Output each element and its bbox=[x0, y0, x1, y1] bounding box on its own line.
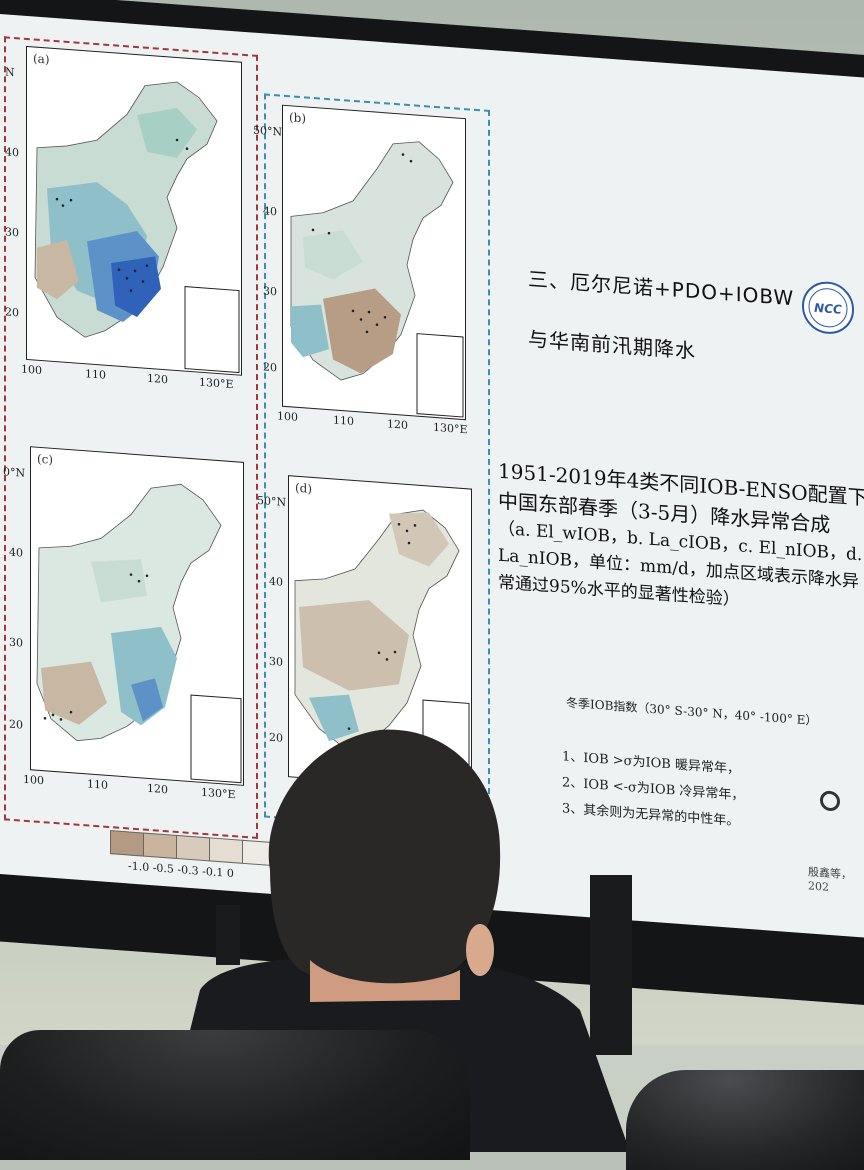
tv-stand-right bbox=[590, 875, 632, 1055]
y-tick-label: 20 bbox=[263, 360, 277, 375]
y-tick-label: 30 bbox=[263, 284, 277, 299]
x-tick-label: 120 bbox=[147, 371, 168, 387]
panel-label: (d) bbox=[295, 480, 313, 496]
y-tick-label: N bbox=[5, 65, 15, 80]
x-tick-label: 110 bbox=[333, 413, 354, 428]
china-precip-map-b bbox=[290, 141, 464, 418]
china-precip-map-c bbox=[36, 483, 242, 784]
ncc-logo-icon: NCC bbox=[802, 281, 854, 334]
y-tick-label: 0°N bbox=[3, 465, 26, 480]
svg-text:NCC: NCC bbox=[814, 301, 842, 317]
office-chair-left bbox=[0, 1030, 470, 1160]
panel-label: (a) bbox=[33, 51, 50, 67]
china-precip-map-a bbox=[34, 81, 240, 374]
y-tick-label: 30 bbox=[9, 635, 23, 650]
map-panel-a: (a) N 40 30 20 100 110 120 130°E bbox=[5, 45, 242, 391]
y-tick-label: 20 bbox=[9, 717, 23, 732]
x-tick-label: 120 bbox=[387, 417, 408, 432]
person-back-of-head bbox=[160, 729, 630, 1152]
y-tick-label: 30 bbox=[5, 225, 19, 240]
y-tick-label: 20 bbox=[5, 305, 19, 320]
presentation-screen: (a) N 40 30 20 100 110 120 130°E (b) bbox=[0, 14, 864, 938]
legend-swatch bbox=[110, 830, 144, 857]
x-tick-label: 100 bbox=[21, 362, 42, 378]
figure-caption: 1951-2019年4类不同IOB-ENSO配置下中国东部春季（3-5月）降水异… bbox=[498, 456, 864, 624]
x-tick-label: 130°E bbox=[199, 375, 234, 392]
y-tick-label: 40 bbox=[9, 545, 23, 560]
y-tick-label: 40 bbox=[263, 204, 277, 219]
map-panel-d: (d) 50°N 40 30 20 bbox=[257, 475, 472, 791]
map-panel-b: (b) 50°N 40 30 20 100 110 120 130°E bbox=[253, 104, 468, 436]
x-tick-label: 130°E bbox=[433, 420, 468, 437]
panel-label: (b) bbox=[289, 110, 307, 126]
slide-subtitle: 与华南前汛期降水 bbox=[528, 326, 696, 364]
pointer-circle-icon bbox=[820, 790, 840, 812]
y-tick-label: 50°N bbox=[257, 493, 287, 510]
y-tick-label: 50°N bbox=[253, 123, 283, 139]
slide-title: 三、厄尔尼诺+PDO+IOBW bbox=[528, 266, 795, 311]
x-tick-label: 100 bbox=[23, 772, 44, 788]
y-tick-label: 40 bbox=[269, 574, 283, 589]
y-tick-label: 30 bbox=[269, 654, 283, 669]
x-tick-label: 110 bbox=[87, 777, 108, 792]
panel-label: (c) bbox=[37, 451, 54, 467]
tv-stand-left bbox=[216, 905, 240, 965]
citation: 殷鑫等，202 bbox=[808, 865, 852, 894]
x-tick-label: 110 bbox=[85, 367, 106, 382]
china-precip-map-d bbox=[294, 509, 470, 788]
y-tick-label: 40 bbox=[5, 145, 19, 160]
map-panel-c: (c) 0°N 40 30 20 100 110 120 130°E bbox=[3, 446, 244, 801]
x-tick-label: 100 bbox=[277, 409, 298, 424]
office-chair-right bbox=[626, 1070, 864, 1170]
